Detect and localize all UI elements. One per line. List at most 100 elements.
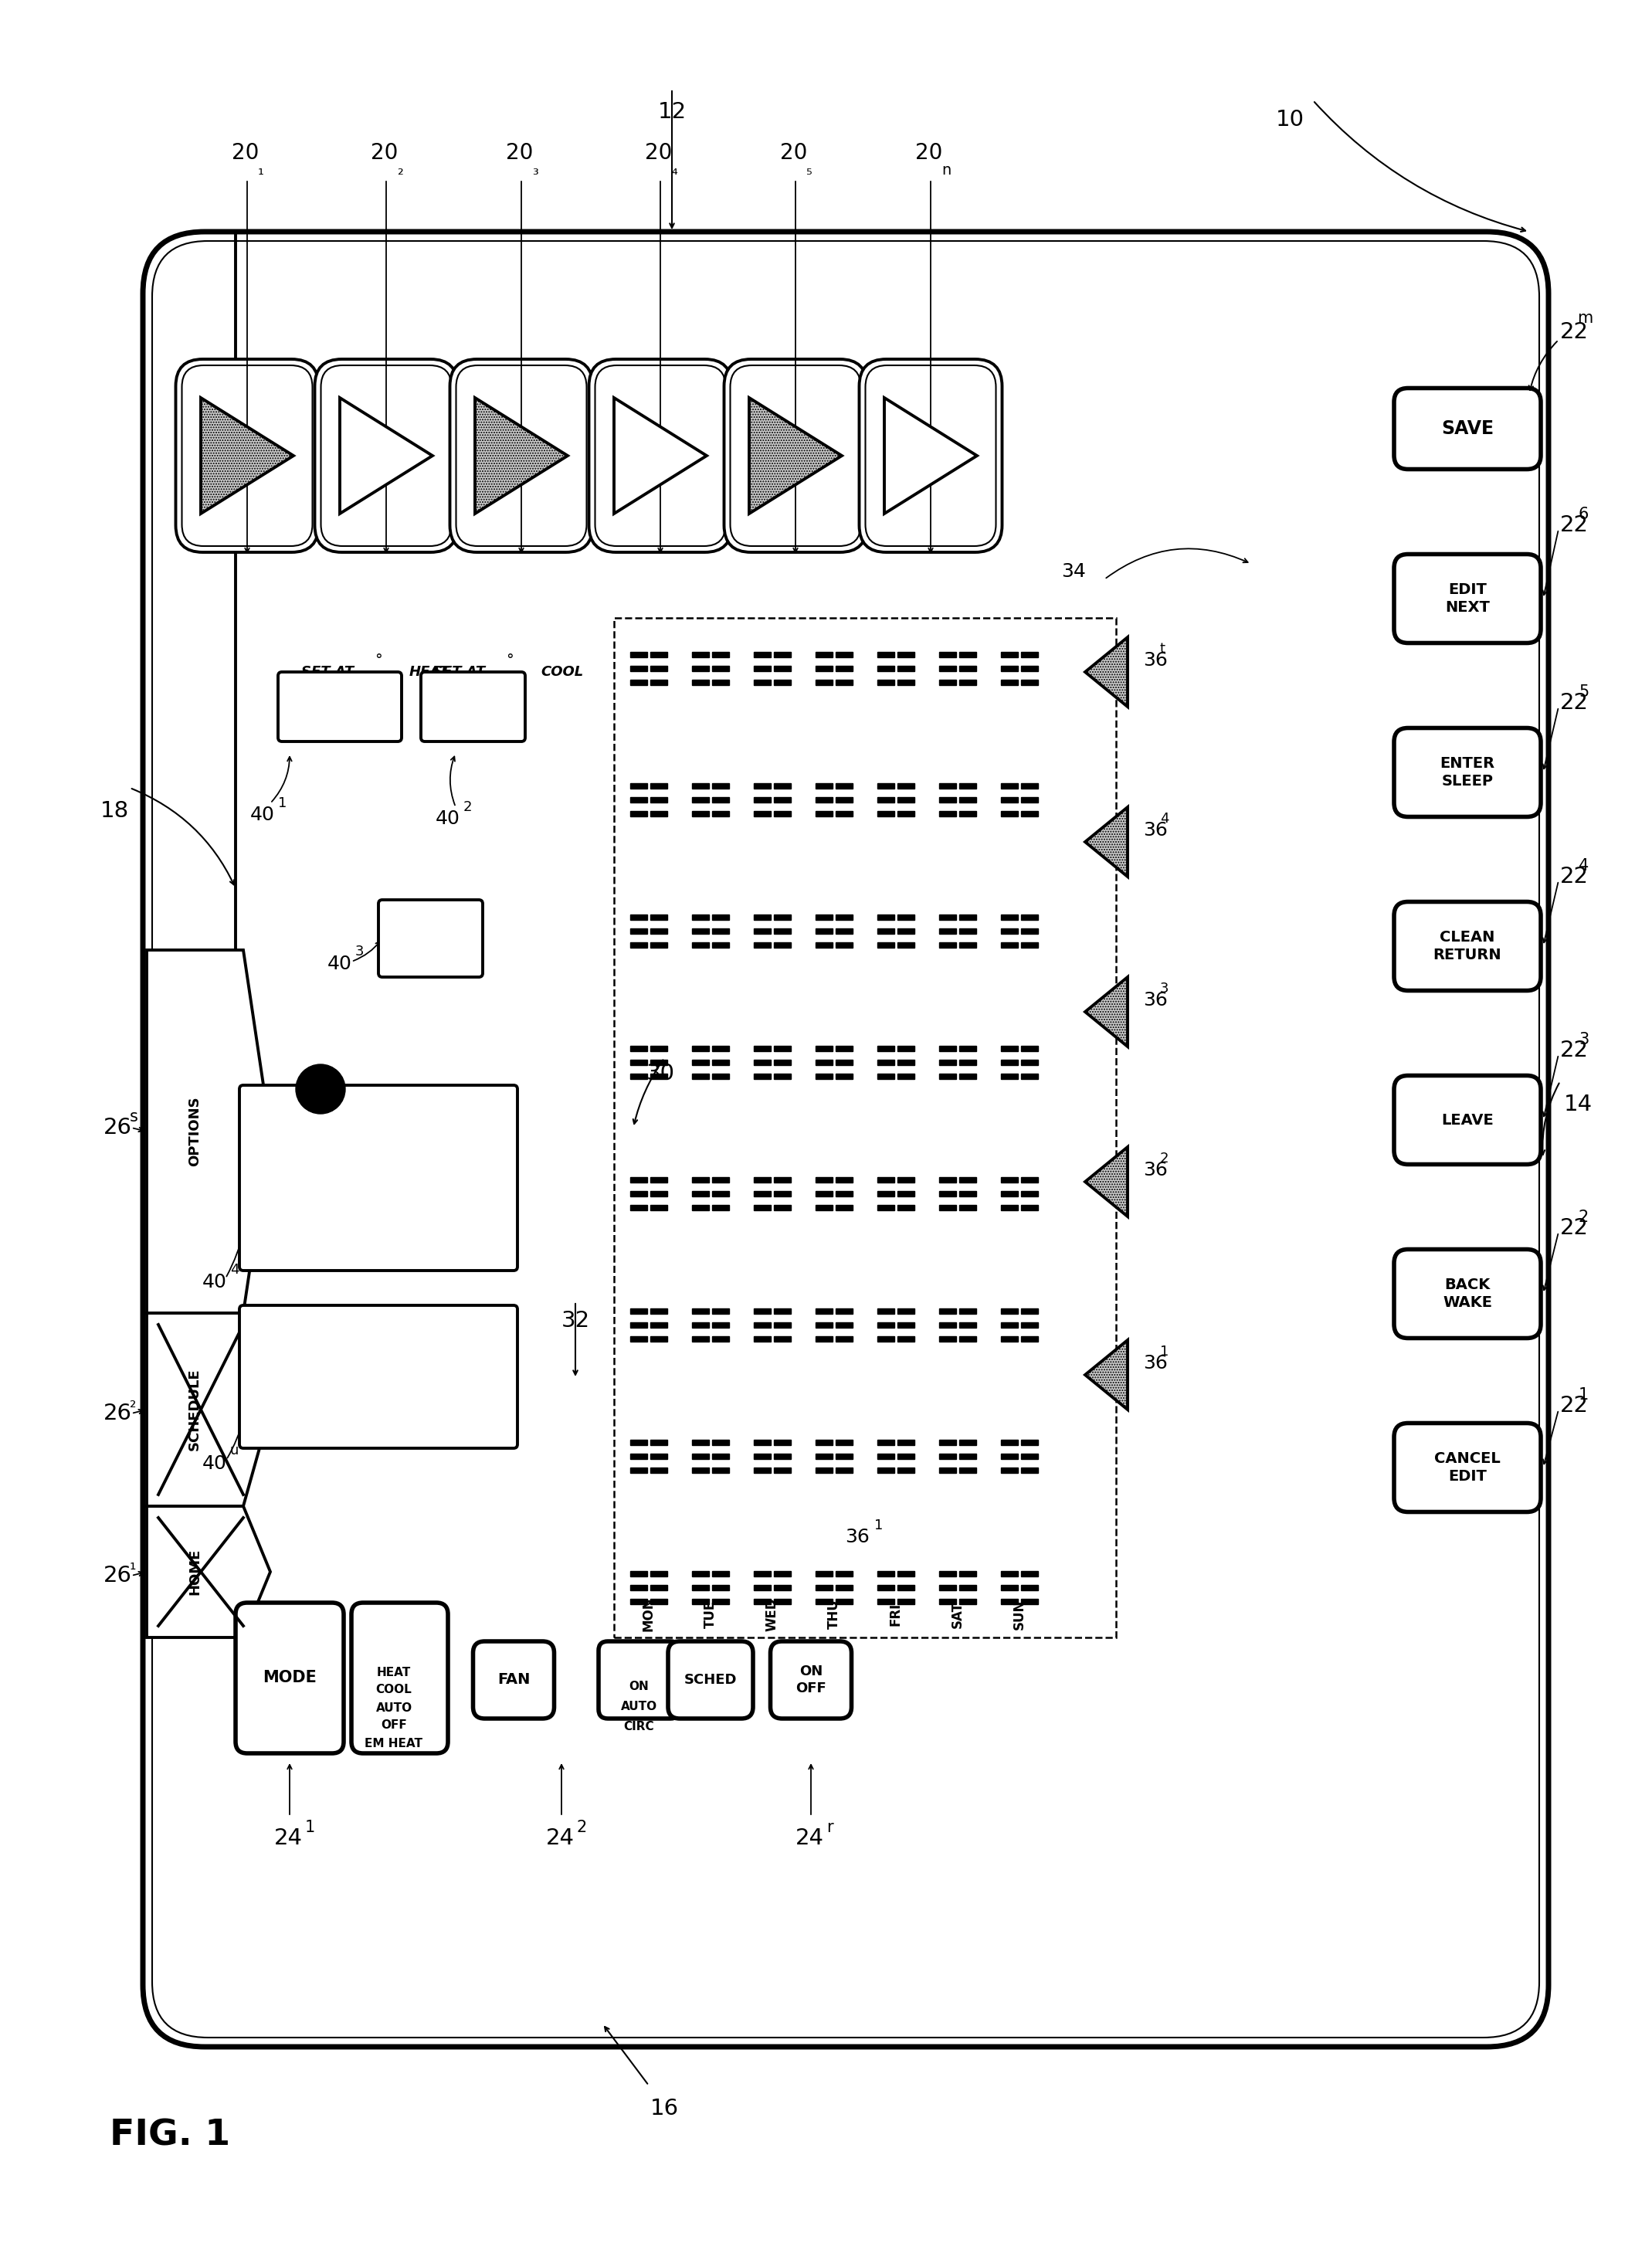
Bar	[836, 1059, 852, 1065]
Text: m: m	[1578, 310, 1593, 325]
Bar	[651, 942, 667, 949]
FancyBboxPatch shape	[240, 1305, 517, 1449]
Text: 36: 36	[844, 1527, 869, 1545]
Bar	[692, 653, 709, 657]
Bar	[1001, 1467, 1018, 1474]
Bar	[816, 666, 833, 671]
Text: 20: 20	[915, 141, 943, 164]
Text: SET AT: SET AT	[301, 664, 354, 680]
Bar	[692, 1178, 709, 1182]
Bar	[651, 666, 667, 671]
Bar	[1021, 783, 1037, 790]
Bar	[692, 1599, 709, 1604]
Text: 40: 40	[327, 956, 352, 973]
Polygon shape	[147, 951, 271, 1312]
Bar	[1021, 1191, 1037, 1196]
Bar	[836, 1204, 852, 1211]
Polygon shape	[147, 1505, 271, 1637]
Bar	[712, 1059, 729, 1065]
Bar	[960, 1467, 976, 1474]
Bar	[1001, 783, 1018, 790]
Bar	[877, 1204, 894, 1211]
Bar	[629, 929, 648, 933]
Text: 1: 1	[1579, 1386, 1589, 1402]
Text: 3: 3	[1579, 1032, 1589, 1047]
Bar	[712, 1440, 729, 1444]
Bar	[836, 942, 852, 949]
Bar	[938, 1586, 957, 1590]
Bar	[897, 783, 915, 790]
Text: 34: 34	[1061, 563, 1085, 581]
Text: 14: 14	[1564, 1095, 1593, 1115]
Text: 2: 2	[464, 801, 472, 814]
Text: ENTER
SLEEP: ENTER SLEEP	[1441, 756, 1495, 790]
Bar	[897, 1045, 915, 1052]
Bar	[692, 1191, 709, 1196]
Bar	[816, 1074, 833, 1079]
Bar	[877, 1045, 894, 1052]
Bar	[897, 1191, 915, 1196]
Bar	[836, 796, 852, 803]
Text: 6: 6	[1579, 507, 1589, 523]
Bar	[877, 796, 894, 803]
Bar	[712, 1586, 729, 1590]
Bar	[816, 680, 833, 684]
Bar	[651, 915, 667, 920]
Text: 18: 18	[99, 801, 129, 821]
Bar	[1021, 666, 1037, 671]
Bar	[1001, 1204, 1018, 1211]
Bar	[712, 666, 729, 671]
Bar	[938, 1074, 957, 1079]
Text: 16: 16	[649, 2097, 679, 2120]
Bar	[712, 1570, 729, 1577]
Circle shape	[296, 1065, 345, 1115]
Bar	[1021, 1337, 1037, 1341]
Text: 20: 20	[780, 141, 808, 164]
Text: MODE: MODE	[263, 1671, 317, 1687]
Text: ₅: ₅	[806, 161, 813, 177]
Bar	[938, 1570, 957, 1577]
Text: COOL: COOL	[377, 1684, 411, 1696]
Bar	[836, 680, 852, 684]
Bar	[960, 942, 976, 949]
FancyBboxPatch shape	[1394, 554, 1541, 644]
Bar	[1001, 1045, 1018, 1052]
Bar	[816, 1204, 833, 1211]
Bar	[753, 1453, 771, 1458]
Bar	[897, 1074, 915, 1079]
Bar	[897, 812, 915, 816]
Bar	[836, 653, 852, 657]
FancyBboxPatch shape	[598, 1642, 679, 1718]
FancyBboxPatch shape	[724, 359, 867, 552]
Bar	[773, 1191, 791, 1196]
Text: FRI: FRI	[889, 1602, 904, 1626]
Bar	[836, 1586, 852, 1590]
Bar	[836, 783, 852, 790]
FancyBboxPatch shape	[667, 1642, 753, 1718]
Bar	[1021, 1586, 1037, 1590]
Text: 2: 2	[577, 1819, 586, 1835]
Bar	[692, 1059, 709, 1065]
Bar	[1021, 942, 1037, 949]
Bar	[938, 1323, 957, 1328]
Bar	[938, 1204, 957, 1211]
Bar	[712, 1204, 729, 1211]
Bar	[897, 915, 915, 920]
FancyBboxPatch shape	[770, 1642, 851, 1718]
Text: ON
OFF: ON OFF	[796, 1664, 826, 1696]
Bar	[877, 942, 894, 949]
Bar	[1001, 812, 1018, 816]
Bar	[960, 1178, 976, 1182]
Bar	[773, 1074, 791, 1079]
Text: 5: 5	[1579, 684, 1589, 700]
Bar	[877, 1570, 894, 1577]
Text: SET AT: SET AT	[433, 664, 486, 680]
Bar	[651, 812, 667, 816]
Text: COOL: COOL	[540, 664, 583, 680]
Bar	[897, 1337, 915, 1341]
Bar	[712, 929, 729, 933]
Bar	[712, 1337, 729, 1341]
Bar	[1001, 653, 1018, 657]
Bar	[773, 1323, 791, 1328]
Bar	[877, 1074, 894, 1079]
